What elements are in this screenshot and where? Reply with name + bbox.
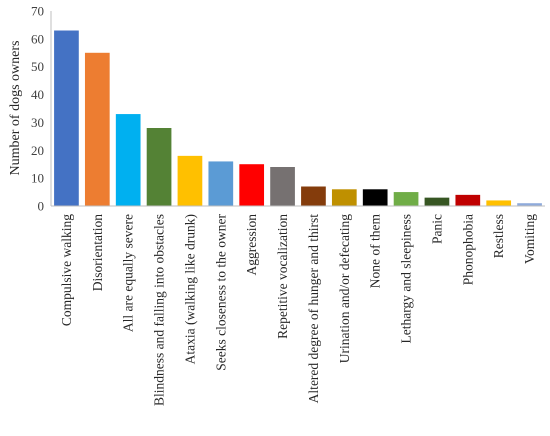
y-tick-label: 20 [31,143,44,158]
x-category-label: Blindness and falling into obstacles [152,214,167,406]
x-category-label: Disorientation [90,214,105,291]
x-category-label: All are equally severe [121,214,136,332]
bar [393,192,419,206]
x-category-label: Compulsive walking [59,214,74,326]
bar [270,167,295,206]
x-category-label: Repetitive vocalization [275,214,290,339]
y-tick-label: 70 [31,4,44,19]
x-category-label: Lethargy and sleepiness [399,214,414,343]
bars [54,30,542,206]
x-category-label: Restless [491,214,506,258]
bar [455,194,481,206]
bar [115,114,141,206]
bar [177,155,203,206]
bar [331,189,357,206]
y-tick-label: 10 [31,171,44,186]
bar [424,197,450,206]
bar [486,200,512,206]
bar [84,52,110,206]
x-category-label: Ataxia (walking like drunk) [182,214,197,364]
y-tick-label: 40 [31,87,44,102]
x-axis-category-labels: Compulsive walking Disorientation All are … [59,214,537,406]
x-category-label: Seeks closeness to the owner [213,214,228,371]
bar [54,30,79,206]
x-category-label: Vomiting [522,214,537,264]
x-category-label: Panic [429,214,444,244]
y-tick-label: 0 [38,199,45,214]
bar [517,203,542,206]
bar [208,161,234,206]
x-category-label: None of them [368,214,383,289]
bar [146,128,172,206]
y-axis-title: Number of dogs owners [8,41,23,176]
bar [239,164,265,206]
bar [362,189,388,206]
y-axis-ticks: 0 10 20 30 40 50 60 70 [31,4,44,214]
bar [301,186,326,206]
y-tick-label: 50 [31,59,44,74]
x-category-label: Aggression [244,214,259,276]
y-tick-label: 60 [31,31,44,46]
x-category-label: Altered degree of hunger and thirst [306,214,321,404]
x-category-label: Urination and/or defecating [337,214,352,363]
y-tick-label: 30 [31,115,44,130]
x-category-label: Phonophobia [460,214,475,285]
